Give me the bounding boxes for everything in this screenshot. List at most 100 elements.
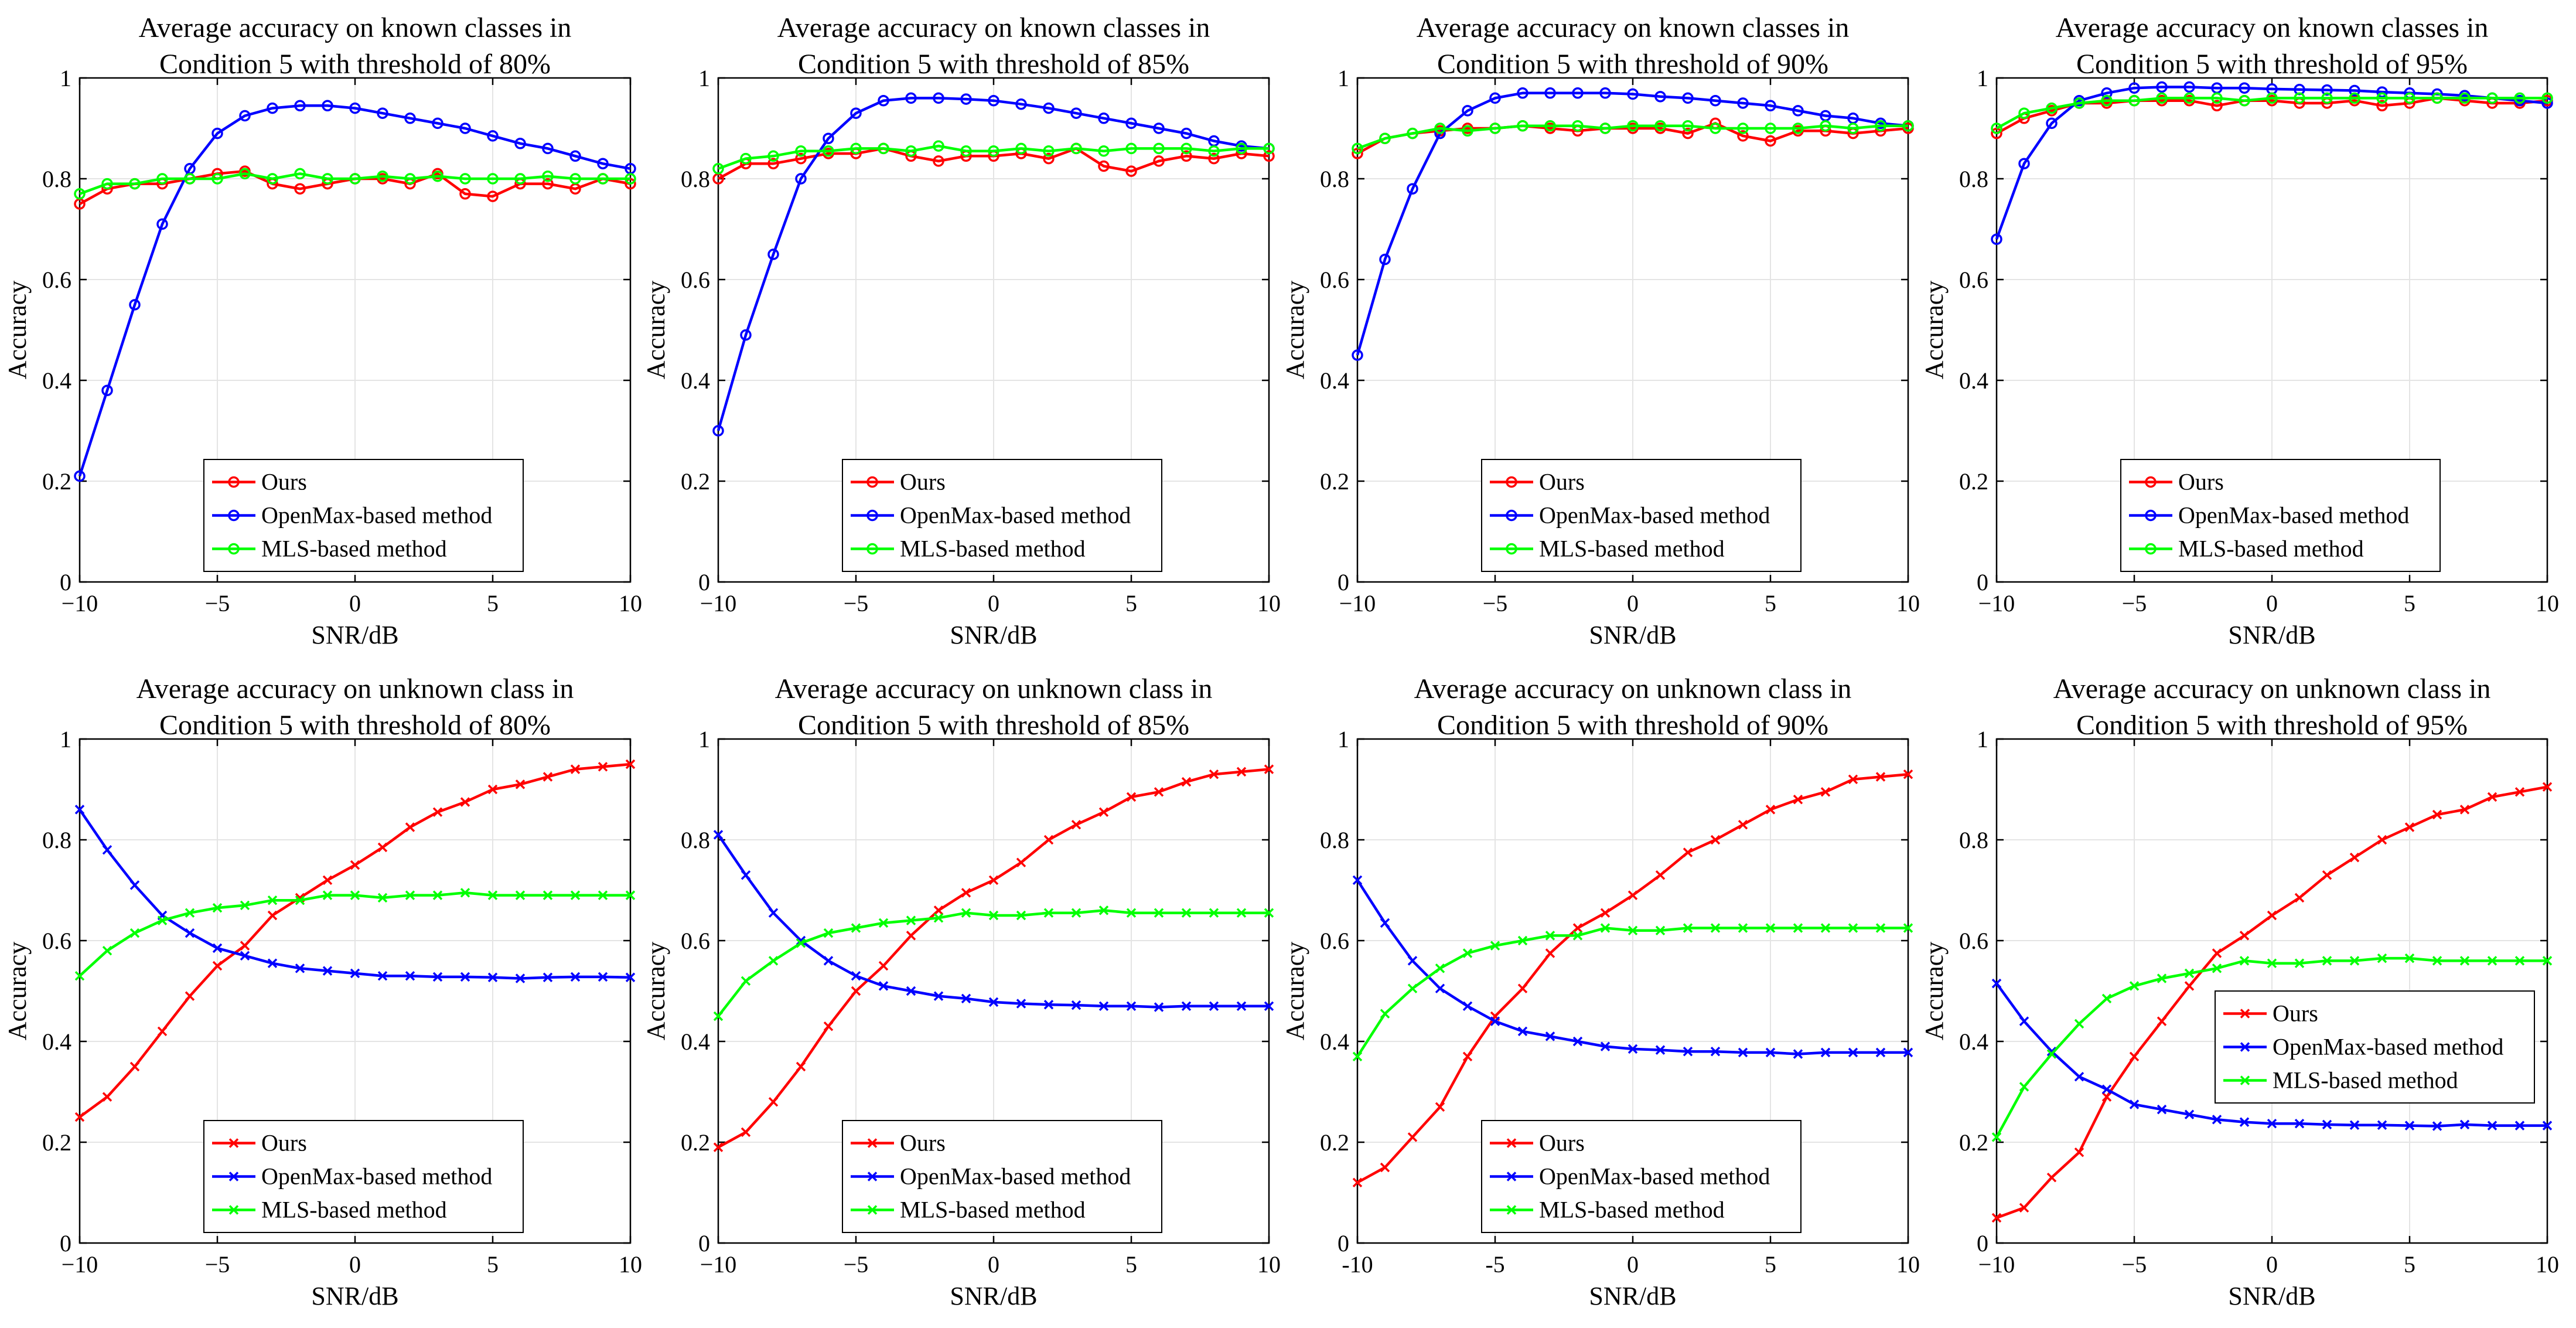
data-point — [2128, 82, 2140, 94]
y-tick-label: 0.8 — [1320, 827, 1349, 853]
legend-marker — [2240, 1042, 2250, 1052]
legend-box — [2215, 990, 2535, 1104]
series-line — [1356, 91, 1909, 356]
data-point — [1016, 910, 1026, 921]
data-point — [2541, 92, 2553, 104]
data-point — [1181, 1001, 1192, 1012]
legend-label: MLS-based method — [261, 1197, 447, 1223]
chart-title-line: Average accuracy on known classes in — [777, 12, 1210, 43]
data-point — [1407, 1132, 1418, 1142]
x-tick-label: −10 — [700, 590, 737, 617]
data-point — [542, 178, 554, 190]
data-point — [2183, 92, 2195, 104]
y-tick-label: 0.8 — [1959, 827, 1988, 853]
legend-label: MLS-based method — [1539, 536, 1725, 562]
data-point — [294, 183, 306, 195]
data-point — [1765, 923, 1776, 933]
data-point — [404, 113, 416, 124]
data-point — [1627, 120, 1639, 132]
data-point — [1544, 120, 1556, 132]
legend-marker — [866, 543, 878, 555]
data-point — [712, 163, 724, 175]
chart-panel-6: Average accuracy on unknown class in Cond… — [642, 673, 1281, 1310]
data-point — [1572, 1036, 1583, 1047]
data-point — [1015, 98, 1027, 110]
data-point — [1820, 120, 1831, 132]
x-tick-label: −10 — [1339, 590, 1376, 617]
data-point — [1180, 127, 1192, 139]
data-point — [713, 830, 724, 840]
chart-title: Average accuracy on known classes in Cond… — [1417, 12, 1850, 80]
data-point — [2377, 835, 2387, 845]
legend-entry: MLS-based method — [2129, 536, 2364, 562]
x-tick-label: 0 — [1627, 1251, 1639, 1278]
data-point — [459, 122, 471, 134]
data-point — [487, 972, 498, 983]
chart-title-line: Average accuracy on unknown class in — [775, 673, 1213, 704]
data-point — [988, 875, 999, 886]
y-tick-label: 0.6 — [1959, 928, 1988, 954]
series-line — [718, 144, 1269, 170]
data-point — [129, 880, 140, 890]
data-point — [795, 145, 807, 157]
x-axis-label: SNR/dB — [1589, 621, 1676, 649]
data-point — [212, 943, 223, 954]
legend-marker — [1506, 543, 1517, 555]
data-point — [1793, 1049, 1803, 1059]
y-tick-label: 1 — [1338, 726, 1349, 752]
series-line — [78, 104, 631, 477]
series-mls-based-method — [74, 888, 636, 981]
legend-label: MLS-based method — [261, 536, 447, 562]
data-point — [1848, 774, 1858, 785]
data-point — [1820, 787, 1831, 797]
data-point — [1655, 870, 1666, 880]
data-point — [1517, 1026, 1528, 1037]
data-point — [1545, 948, 1555, 958]
x-tick-label: −10 — [1978, 1251, 2015, 1278]
legend-entry: Ours — [1490, 1130, 1585, 1156]
data-point — [1154, 1002, 1164, 1012]
legend-marker — [866, 476, 878, 488]
data-point — [432, 807, 443, 817]
data-point — [2432, 956, 2442, 966]
data-point — [102, 1092, 112, 1102]
data-point — [487, 190, 499, 202]
data-point — [295, 895, 305, 905]
data-point — [2431, 92, 2443, 104]
x-tick-label: −5 — [1483, 590, 1508, 617]
data-point — [823, 928, 834, 938]
data-point — [1683, 847, 1693, 857]
data-point — [2542, 956, 2553, 966]
data-point — [1710, 122, 1721, 134]
data-point — [988, 145, 999, 157]
data-point — [598, 972, 608, 982]
data-point — [2018, 107, 2030, 119]
data-point — [487, 784, 498, 795]
series-mls-based-method — [1352, 923, 1913, 1062]
data-point — [129, 299, 141, 311]
data-point — [2073, 97, 2085, 109]
data-point — [795, 152, 807, 165]
y-tick-label: 0 — [698, 569, 710, 595]
x-tick-label: −10 — [700, 1251, 737, 1278]
data-point — [1180, 150, 1192, 162]
data-point — [1600, 908, 1611, 918]
legend-marker — [1506, 1172, 1517, 1181]
data-point — [713, 1011, 724, 1021]
y-axis-label: Accuracy — [642, 942, 670, 1041]
legend-label: MLS-based method — [900, 536, 1086, 562]
data-point — [2019, 1082, 2029, 1092]
y-axis-label: Accuracy — [3, 281, 32, 380]
data-point — [1462, 105, 1473, 117]
data-point — [432, 170, 443, 182]
data-point — [1126, 908, 1137, 918]
data-point — [2239, 94, 2250, 107]
data-point — [2074, 1147, 2084, 1157]
data-point — [1572, 923, 1583, 933]
legend-label: Ours — [900, 1130, 946, 1156]
data-point — [487, 890, 498, 900]
legend-label: MLS-based method — [900, 1197, 1086, 1223]
legend: Ours OpenMax-based method MLS-based method — [842, 1120, 1162, 1233]
x-axis-label: SNR/dB — [1589, 1282, 1676, 1310]
